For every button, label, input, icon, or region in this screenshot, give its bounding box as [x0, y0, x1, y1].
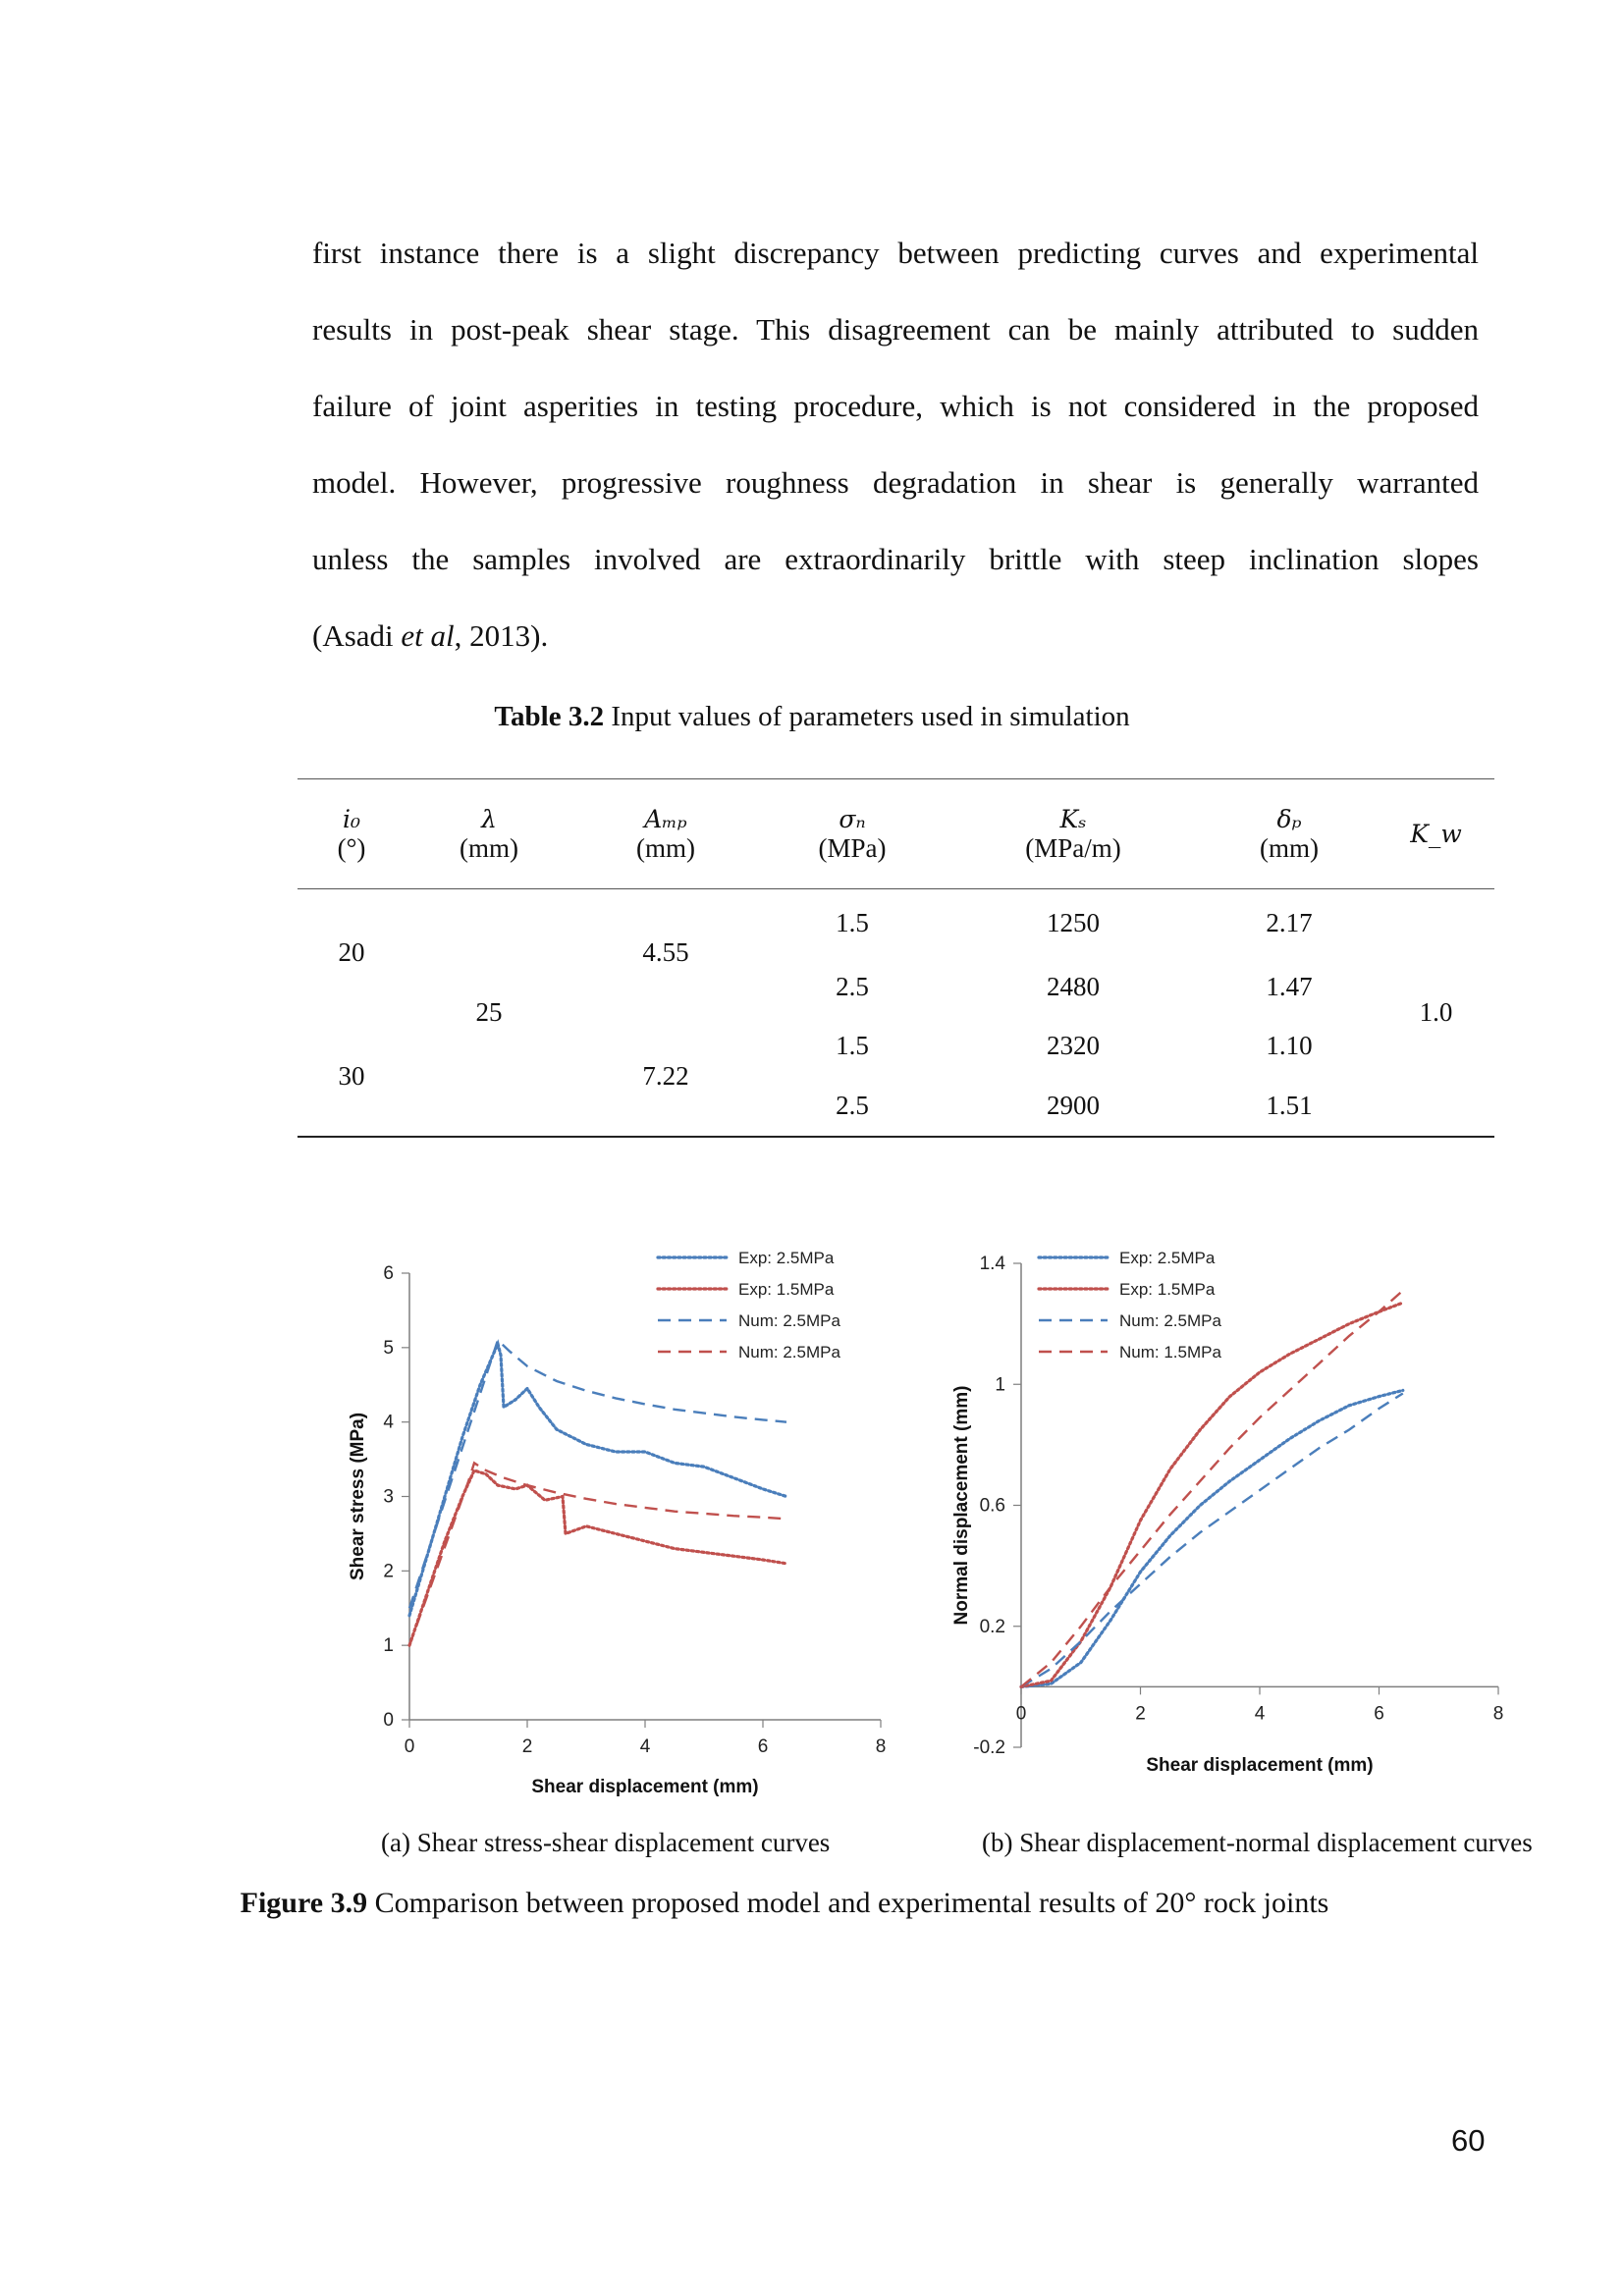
header-sigma-n: σₙ (MPa)	[818, 804, 887, 863]
legend-label: Exp: 2.5MPa	[738, 1249, 835, 1267]
x-tick-label: 2	[522, 1736, 533, 1757]
series-line	[1019, 1301, 1405, 1688]
table-caption-text: Input values of parameters used in simul…	[604, 701, 1130, 732]
figure-caption-text: Comparison between proposed model and ex…	[367, 1887, 1329, 1919]
legend-label: Num: 1.5MPa	[1119, 1343, 1221, 1362]
table-row: 2.5 2480 1.47	[298, 958, 1494, 1017]
paragraph-line: unless the samples involved are extraord…	[312, 542, 1479, 576]
y-tick-label: 4	[383, 1413, 394, 1433]
cell-i0: 30	[338, 1060, 365, 1091]
x-axis-label: Shear displacement (mm)	[531, 1777, 758, 1797]
cell-ks: 2900	[1047, 1090, 1100, 1120]
y-tick-label: -0.2	[973, 1737, 1005, 1758]
header-i0: i₀ (°)	[337, 804, 366, 863]
y-axis-label: Shear stress (MPa)	[348, 1413, 368, 1580]
header-kw: K_w	[1410, 820, 1462, 848]
series-line	[407, 1468, 788, 1647]
legend-label: Num: 2.5MPa	[738, 1343, 840, 1362]
citation-etal: et al	[401, 618, 455, 653]
x-tick-label: 6	[1374, 1703, 1384, 1724]
x-tick-label: 8	[1493, 1703, 1504, 1724]
table-row: 20 25 4.55 1.5 1250 2.17 1.0	[298, 889, 1494, 1027]
cell-ks: 2320	[1047, 1031, 1100, 1060]
cell-ks: 2480	[1047, 972, 1100, 1001]
table-header-row: i₀ (°) λ (mm) Aₘₚ (mm) σₙ (MPa) Kₛ (MPa/m) δₚ…	[298, 778, 1494, 889]
table-caption: Table 3.2 Input values of parameters use…	[0, 701, 1624, 733]
y-axis-label: Normal displacement (mm)	[951, 1386, 972, 1626]
cell-lambda: 25	[475, 996, 503, 1027]
table-row: 30 7.22 1.5 2320 1.10	[298, 1017, 1494, 1091]
citation-year: , 2013).	[454, 618, 549, 653]
y-tick-label: 6	[383, 1263, 394, 1284]
x-tick-label: 6	[758, 1736, 769, 1757]
body-paragraph: first instance there is a slight discrep…	[312, 224, 1479, 683]
cell-sigma: 2.5	[836, 972, 869, 1001]
x-tick-label: 4	[640, 1736, 651, 1757]
paragraph-line: first instance there is a slight discrep…	[312, 236, 1479, 270]
y-tick-label: 3	[383, 1487, 394, 1508]
parameter-table: i₀ (°) λ (mm) Aₘₚ (mm) σₙ (MPa) Kₛ (MPa/m) δₚ…	[298, 778, 1494, 1138]
cell-ks: 1250	[1047, 908, 1100, 938]
x-axis-label: Shear displacement (mm)	[1146, 1755, 1373, 1776]
y-tick-label: 2	[383, 1561, 394, 1581]
header-lambda: λ (mm)	[460, 804, 518, 863]
x-tick-label: 2	[1135, 1703, 1146, 1724]
y-tick-label: 0.6	[980, 1496, 1005, 1517]
y-tick-label: 0	[383, 1710, 394, 1731]
y-tick-label: 5	[383, 1338, 394, 1359]
subcaption-a: (a) Shear stress-shear displacement curv…	[381, 1828, 831, 1857]
figure-caption: Figure 3.9 Comparison between proposed m…	[0, 1887, 1597, 1920]
cell-sigma: 2.5	[836, 1090, 869, 1120]
paragraph-line: failure of joint asperities in testing p…	[312, 389, 1479, 423]
paragraph-line: model. However, progressive roughness de…	[312, 465, 1479, 500]
subcaption-b: (b) Shear displacement-normal displaceme…	[982, 1828, 1533, 1857]
series-line	[407, 1339, 788, 1618]
cell-delta: 1.10	[1266, 1031, 1313, 1060]
header-ks: Kₛ (MPa/m)	[1025, 804, 1121, 863]
y-tick-label: 1.4	[980, 1254, 1006, 1274]
legend-label: Exp: 2.5MPa	[1119, 1249, 1216, 1267]
header-delta-p: δₚ (mm)	[1260, 804, 1319, 863]
page-number: 60	[1451, 2123, 1486, 2158]
header-amp: Aₘₚ (mm)	[636, 804, 695, 863]
normal-displacement-chart: 0 2 4 6 8 -0.2 0.2 0.6 1 1.4 Shear displacement (m…	[951, 1249, 1504, 1776]
y-tick-label: 1	[995, 1374, 1005, 1395]
cell-sigma: 1.5	[836, 908, 869, 938]
cell-delta: 2.17	[1266, 908, 1313, 938]
series-line	[1020, 1289, 1404, 1688]
x-tick-label: 4	[1255, 1703, 1266, 1724]
legend-label: Num: 2.5MPa	[1119, 1311, 1221, 1330]
cell-delta: 1.47	[1266, 972, 1313, 1001]
cell-amp: 7.22	[642, 1060, 689, 1091]
legend-label: Num: 2.5MPa	[738, 1311, 840, 1330]
cell-amp: 4.55	[642, 937, 689, 968]
citation-author: (Asadi	[312, 618, 402, 653]
legend-label: Exp: 1.5MPa	[738, 1280, 835, 1299]
cell-i0: 20	[338, 937, 365, 968]
y-tick-label: 0.2	[980, 1617, 1005, 1637]
table-row: 2.5 2900 1.51	[298, 1076, 1494, 1137]
cell-sigma: 1.5	[836, 1031, 869, 1060]
series-line	[407, 1461, 787, 1646]
x-tick-label: 0	[405, 1736, 415, 1757]
paragraph-line-citation: (Asadi et al, 2013).	[312, 607, 1479, 683]
x-tick-label: 0	[1016, 1703, 1027, 1724]
series-line	[407, 1338, 787, 1609]
table-caption-label: Table 3.2	[494, 701, 605, 732]
figure-caption-label: Figure 3.9	[240, 1887, 368, 1919]
x-tick-label: 8	[876, 1736, 887, 1757]
series-line	[1020, 1392, 1404, 1688]
series-line	[1019, 1388, 1405, 1688]
y-tick-label: 1	[383, 1635, 394, 1656]
legend-label: Exp: 1.5MPa	[1119, 1280, 1216, 1299]
cell-delta: 1.51	[1266, 1090, 1313, 1120]
cell-kw: 1.0	[1419, 996, 1453, 1027]
paragraph-line: results in post-peak shear stage. This d…	[312, 312, 1479, 347]
